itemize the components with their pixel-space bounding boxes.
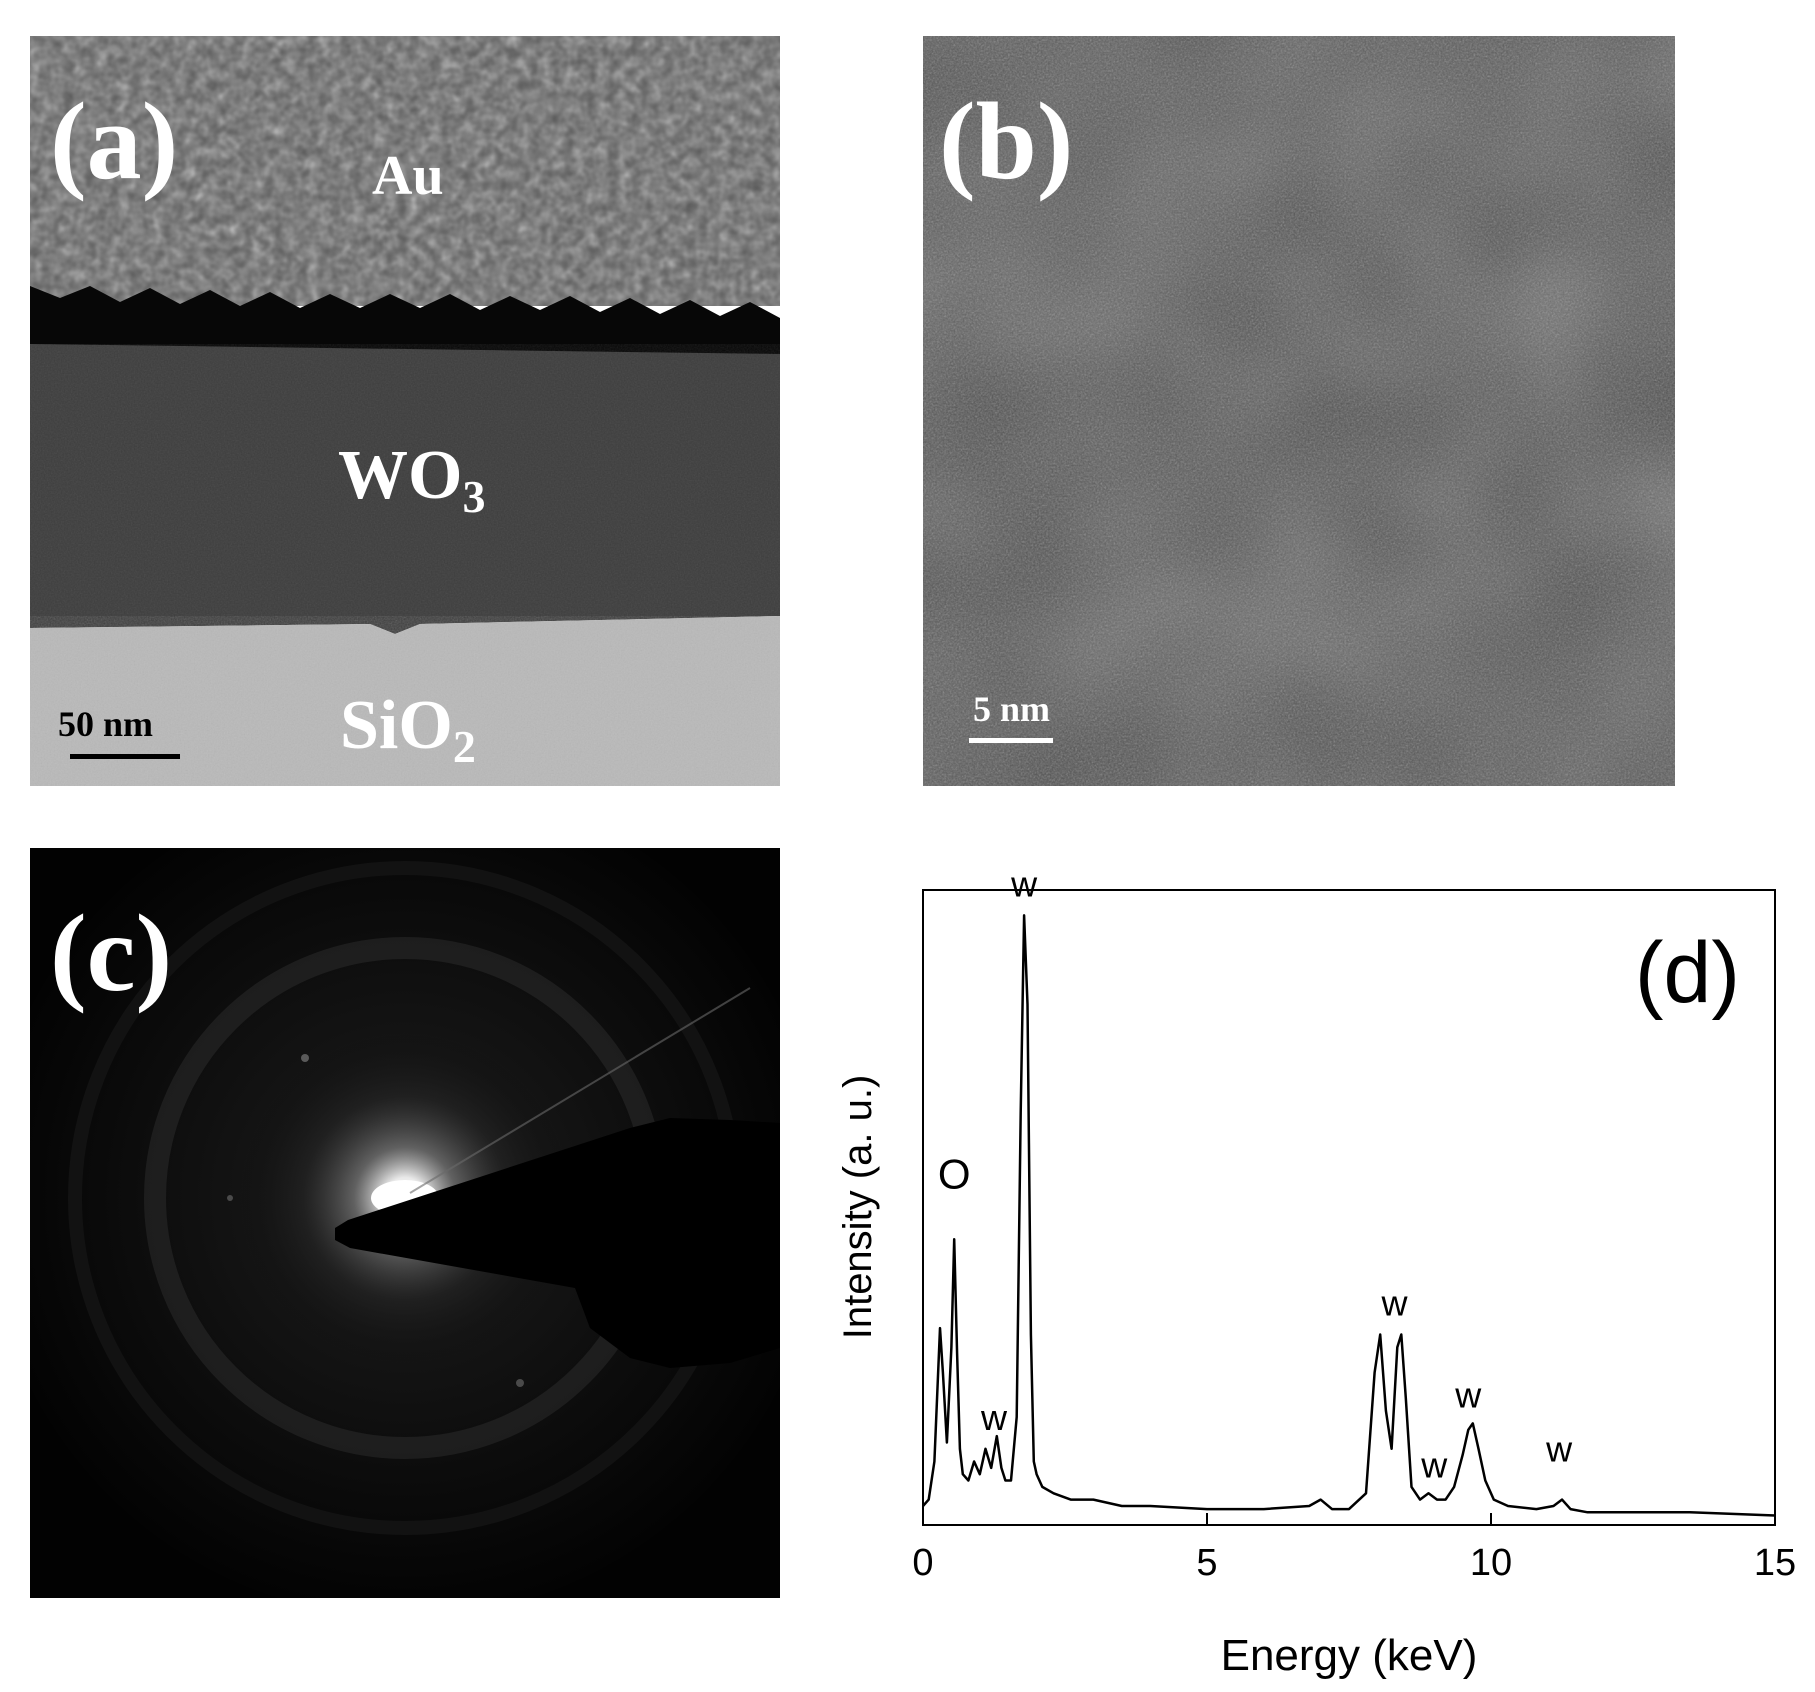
wo3-layer-label-subscript: 3 (462, 471, 486, 522)
wo3-layer-label-text: WO (338, 437, 463, 514)
y-axis-label: Intensity (a. u.) (836, 1075, 880, 1340)
tem-cross-section-image (30, 36, 780, 786)
diffraction-image (30, 848, 780, 1598)
au-layer-label: Au (372, 145, 444, 207)
panel-d-label: (d) (1635, 925, 1740, 1021)
peak-label-o: O (938, 1150, 971, 1197)
hrtem-image (923, 36, 1675, 786)
x-tick-label: 5 (1196, 1542, 1217, 1584)
panel-b-scale-bar-label: 5 nm (973, 689, 1051, 729)
sio2-layer-label-subscript: 2 (452, 721, 476, 772)
x-axis-label: Energy (keV) (1221, 1631, 1478, 1680)
panel-b-hrtem: (b) 5 nm (923, 36, 1675, 786)
plot-area-frame (922, 889, 1776, 1526)
peak-label-w: w (980, 1397, 1008, 1438)
panel-c-diffraction-pattern: (c) (30, 848, 780, 1598)
peak-label-w: w (1380, 1282, 1408, 1323)
sio2-layer-label-text: SiO (340, 687, 453, 764)
peak-label-w: w (1010, 870, 1038, 904)
sio2-layer-label: SiO2 (340, 691, 476, 770)
peak-label-w: w (1420, 1444, 1448, 1485)
x-tick-label: 0 (912, 1542, 933, 1584)
x-tick-label: 15 (1754, 1542, 1796, 1584)
series-eds-line (922, 914, 1776, 1517)
x-tick-label: 10 (1470, 1542, 1512, 1584)
panel-c-label: (c) (50, 892, 173, 1014)
panel-a-tem-cross-section: (a) Au WO3 SiO2 50 nm (30, 36, 780, 786)
panel-a-label: (a) (50, 80, 179, 202)
wo3-layer-label: WO3 (338, 441, 485, 520)
panel-b-scale-bar (969, 738, 1053, 743)
x-axis-ticks: 0 5 10 15 (912, 1513, 1796, 1584)
panel-b-label: (b) (939, 80, 1074, 202)
panel-a-scale-bar-label: 50 nm (58, 704, 154, 744)
peak-label-w: w (1545, 1429, 1573, 1470)
panel-a-scale-bar (70, 754, 180, 759)
peak-label-w: w (1454, 1375, 1482, 1416)
